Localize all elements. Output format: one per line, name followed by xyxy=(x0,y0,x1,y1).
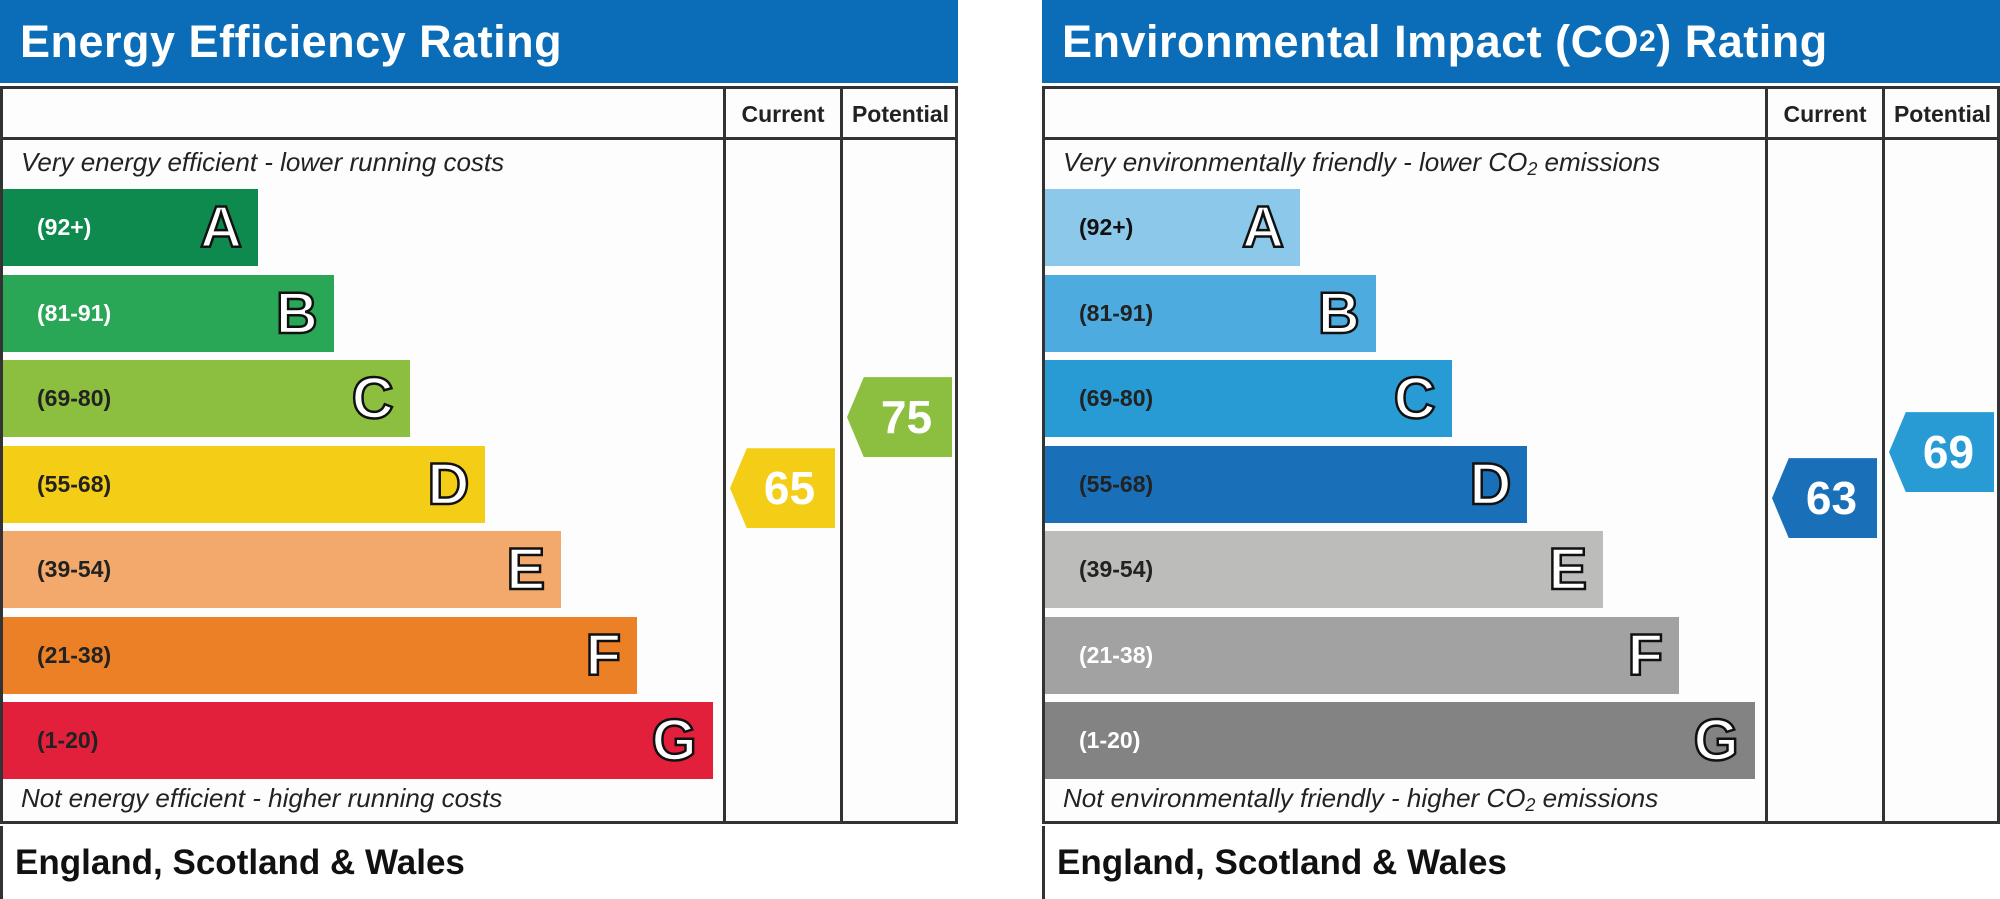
top-caption-main: Very environmentally friendly - lower CO xyxy=(1063,147,1528,177)
band-range-label: (39-54) xyxy=(1079,556,1154,582)
rating-band-b: (81-91) B xyxy=(1045,274,1376,352)
band-range-label: (1-20) xyxy=(1079,727,1141,753)
rating-band-f: (21-38) F xyxy=(1045,616,1679,694)
environment-title-subscript: 2 xyxy=(1639,24,1657,58)
rating-band-g: (1-20) G xyxy=(1045,702,1755,779)
band-range-label: (69-80) xyxy=(1079,385,1154,411)
potential-rating-arrow: 69 xyxy=(1889,412,1994,493)
header-divider xyxy=(3,137,955,140)
band-letter: A xyxy=(199,194,243,262)
band-letter: C xyxy=(350,365,394,433)
band-letter: E xyxy=(1547,536,1588,604)
rating-band-b: (81-91) B xyxy=(3,274,334,352)
band-letter: F xyxy=(1626,621,1664,689)
bottom-caption-main: Not environmentally friendly - higher CO xyxy=(1063,783,1526,813)
band-range-label: (39-54) xyxy=(37,556,112,582)
column-divider xyxy=(840,89,843,821)
region-footer: England, Scotland & Wales xyxy=(0,826,680,899)
bottom-caption-end: emissions xyxy=(1535,783,1659,813)
band-letter: D xyxy=(426,450,470,518)
band-letter: B xyxy=(1317,279,1361,347)
band-letter: C xyxy=(1392,365,1436,433)
bottom-caption: Not environmentally friendly - higher CO… xyxy=(1063,783,1658,816)
environment-title-end: ) Rating xyxy=(1656,15,1828,67)
environment-title-main: Environmental Impact (CO xyxy=(1062,15,1640,67)
current-column-header: Current xyxy=(1783,101,1867,127)
rating-band-a: (92+) A xyxy=(1045,189,1300,266)
top-caption-subscript: 2 xyxy=(1527,159,1538,179)
band-range-label: (81-91) xyxy=(1079,299,1154,326)
top-caption-end: emissions xyxy=(1537,147,1661,177)
rating-band-d: (55-68) D xyxy=(3,445,486,523)
current-rating-arrow: 65 xyxy=(730,448,835,529)
band-range-label: (69-80) xyxy=(37,385,112,411)
band-range-label: (21-38) xyxy=(1079,641,1154,668)
band-letter: B xyxy=(275,279,319,347)
top-caption: Very environmentally friendly - lower CO… xyxy=(1063,147,1660,180)
band-range-label: (81-91) xyxy=(37,299,112,326)
band-range-label: (1-20) xyxy=(37,727,99,753)
band-range-label: (21-38) xyxy=(37,641,112,668)
rating-band-d: (55-68) D xyxy=(1045,445,1528,523)
column-divider xyxy=(1765,89,1768,821)
potential-column-header: Potential xyxy=(851,101,950,127)
energy-efficiency-panel: Energy Efficiency Rating Current Potenti… xyxy=(0,0,958,899)
region-footer: England, Scotland & Wales xyxy=(1042,826,1722,899)
band-range-label: (92+) xyxy=(1079,214,1134,240)
band-range-label: (55-68) xyxy=(1079,470,1154,497)
rating-band-f: (21-38) F xyxy=(3,616,637,694)
energy-title: Energy Efficiency Rating xyxy=(0,0,958,83)
band-letter: D xyxy=(1468,450,1512,518)
bottom-caption-subscript: 2 xyxy=(1525,795,1536,815)
top-caption: Very energy efficient - lower running co… xyxy=(21,147,505,177)
band-range-label: (92+) xyxy=(37,214,92,240)
bottom-caption: Not energy efficient - higher running co… xyxy=(21,783,503,813)
rating-band-c: (69-80) C xyxy=(1045,360,1452,437)
rating-band-e: (39-54) E xyxy=(3,531,562,608)
band-range-label: (55-68) xyxy=(37,470,112,497)
band-letter: G xyxy=(1692,707,1740,775)
band-letter: G xyxy=(650,707,698,775)
band-letter: F xyxy=(584,621,622,689)
rating-band-e: (39-54) E xyxy=(1045,531,1604,608)
band-letter: A xyxy=(1241,194,1285,262)
current-rating-arrow: 63 xyxy=(1772,458,1877,539)
band-letter: E xyxy=(505,536,546,604)
potential-column-header: Potential xyxy=(1893,101,1992,127)
potential-rating-arrow: 75 xyxy=(847,377,952,458)
header-divider xyxy=(1045,137,1997,140)
environment-chart-frame: Current Potential Very environmentally f… xyxy=(1042,86,2000,824)
column-divider xyxy=(1882,89,1885,821)
rating-band-g: (1-20) G xyxy=(3,702,713,779)
energy-chart-frame: Current Potential Very energy efficient … xyxy=(0,86,958,824)
rating-band-a: (92+) A xyxy=(3,189,258,266)
column-divider xyxy=(723,89,726,821)
environment-title: Environmental Impact (CO 2) Rating xyxy=(1042,0,2000,83)
rating-band-c: (69-80) C xyxy=(3,360,410,437)
current-column-header: Current xyxy=(741,101,825,127)
environmental-impact-panel: Environmental Impact (CO 2) Rating Curren… xyxy=(1042,0,2000,899)
